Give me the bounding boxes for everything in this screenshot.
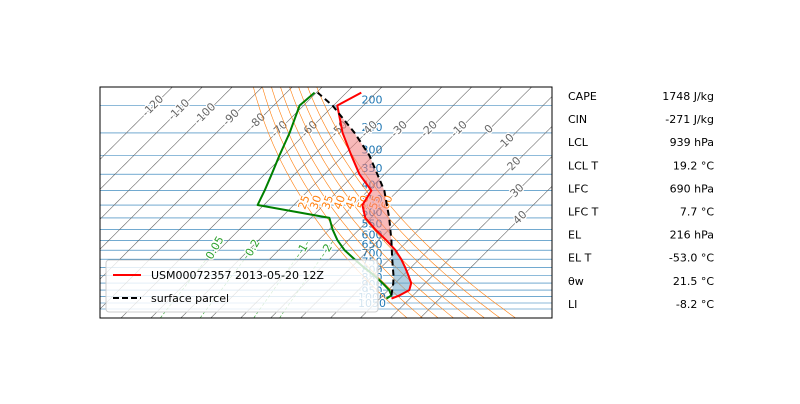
stat-label: θw xyxy=(568,275,584,288)
stat-value: -53.0 °C xyxy=(669,252,714,265)
profile-line xyxy=(316,91,395,296)
stat-value: 939 hPa xyxy=(670,136,714,149)
stat-label: LCL T xyxy=(568,159,598,172)
profile-line xyxy=(336,91,413,300)
isotherm xyxy=(100,87,173,160)
stat-label: LFC xyxy=(568,182,588,195)
dry-adiabat-label: 45 xyxy=(343,194,360,212)
cin-area xyxy=(332,105,412,296)
isotherm xyxy=(420,185,552,318)
isobar-label: 250 xyxy=(362,121,383,134)
stat-label: EL T xyxy=(568,252,592,265)
isotherm xyxy=(390,155,552,318)
stats-table: CAPE 1748 J/kg CIN -271 J/kg LCL 939 hPa LCL T… xyxy=(568,90,714,311)
stat-value: 7.7 °C xyxy=(680,206,714,219)
dry-adiabat xyxy=(262,87,423,318)
isotherm xyxy=(100,87,203,190)
stat-value: 216 hPa xyxy=(670,229,714,242)
dry-adiabat-label: 30 xyxy=(307,194,324,212)
cape-area xyxy=(337,105,412,296)
stat-label: LI xyxy=(568,298,577,311)
legend-label: surface parcel xyxy=(151,292,229,305)
isotherm xyxy=(100,87,233,220)
isotherm xyxy=(100,87,293,280)
dry-adiabat-label: 25 xyxy=(296,194,313,212)
stat-label: LCL xyxy=(568,136,589,149)
stat-value: 690 hPa xyxy=(670,182,714,195)
dry-adiabat xyxy=(289,87,470,318)
dry-adiabat-label: 40 xyxy=(331,194,348,212)
stat-label: CAPE xyxy=(568,90,597,103)
stat-value: 21.5 °C xyxy=(673,275,714,288)
legend: USM00072357 2013-05-20 12Z surface parcel xyxy=(105,259,379,313)
stat-label: LFC T xyxy=(568,206,599,219)
stat-value: -271 J/kg xyxy=(665,113,714,126)
plot-frame xyxy=(99,86,553,319)
stat-value: -8.2 °C xyxy=(676,298,714,311)
stat-label: EL xyxy=(568,229,582,242)
isobar-label: 200 xyxy=(362,94,383,107)
stat-label: CIN xyxy=(568,113,587,126)
legend-box xyxy=(105,259,379,313)
isotherm xyxy=(100,87,263,250)
dry-adiabat-label: 35 xyxy=(319,194,336,212)
stat-value: 1748 J/kg xyxy=(662,90,714,103)
legend-label: USM00072357 2013-05-20 12Z xyxy=(151,269,324,282)
stat-value: 19.2 °C xyxy=(673,159,714,172)
profile-line xyxy=(256,91,393,300)
